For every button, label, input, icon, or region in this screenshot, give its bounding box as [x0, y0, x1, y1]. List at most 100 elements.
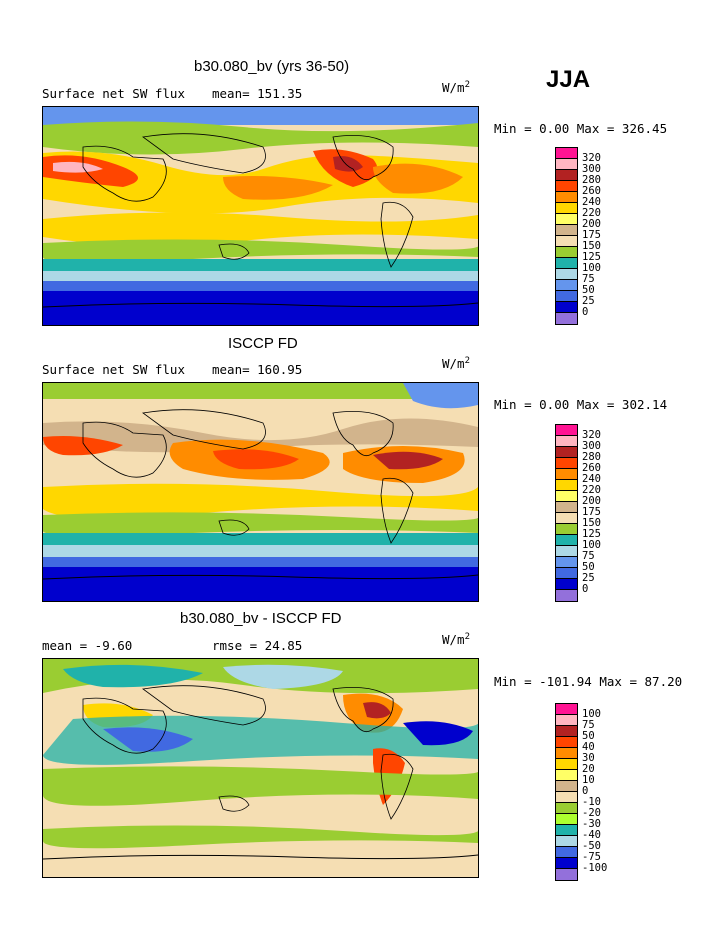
- colorbar-swatch: [556, 814, 577, 825]
- colorbar-tick-label: 75: [582, 719, 595, 731]
- colorbar-swatch: [556, 436, 577, 447]
- colorbar-swatch: [556, 715, 577, 726]
- colorbar-tick-label: 50: [582, 730, 595, 742]
- colorbar-tick-label: -30: [582, 818, 601, 830]
- colorbar-swatch: [556, 170, 577, 181]
- colorbar-tick-label: 300: [582, 440, 601, 452]
- colorbar-swatch: [556, 781, 577, 792]
- panel-1-units: W/m2: [442, 80, 470, 96]
- colorbar-tick-label: 75: [582, 550, 595, 562]
- colorbar-swatch: [556, 480, 577, 491]
- colorbar-tick-label: 0: [582, 306, 589, 318]
- colorbar-swatch: [556, 425, 577, 436]
- colorbar-tick-label: 10: [582, 774, 595, 786]
- colorbar-swatch: [556, 502, 577, 513]
- panel-3-minmax: Min = -101.94 Max = 87.20: [494, 674, 683, 689]
- colorbar-swatch: [556, 792, 577, 803]
- panel-2-minmax: Min = 0.00 Max = 302.14: [494, 397, 668, 412]
- colorbar-swatch: [556, 590, 577, 601]
- colorbar-swatch: [556, 258, 577, 269]
- colorbar-tick-label: 0: [582, 785, 589, 797]
- colorbar-tick-label: 150: [582, 240, 601, 252]
- colorbar-tick-label: 220: [582, 484, 601, 496]
- colorbar-tick-label: 220: [582, 207, 601, 219]
- panel-3-map: [42, 658, 479, 878]
- colorbar-swatch: [556, 302, 577, 313]
- season-label: JJA: [546, 66, 591, 93]
- colorbar-swatch: [556, 458, 577, 469]
- panel-2-contour-field: [43, 383, 478, 601]
- colorbar-swatch: [556, 159, 577, 170]
- colorbar-swatch: [556, 181, 577, 192]
- colorbar-swatch: [556, 858, 577, 869]
- panel-1-contour-field: [43, 107, 478, 325]
- colorbar-swatch: [556, 192, 577, 203]
- colorbar-tick-label: 25: [582, 295, 595, 307]
- panel-2-field-label: Surface net SW flux: [42, 362, 185, 377]
- colorbar-swatch: [556, 803, 577, 814]
- panel-1-mean-label: mean= 151.35: [212, 86, 303, 101]
- colorbar-swatch: [556, 313, 577, 324]
- colorbar-tick-label: 50: [582, 284, 595, 296]
- colorbar-tick-label: 320: [582, 429, 601, 441]
- colorbar-tick-label: 150: [582, 517, 601, 529]
- colorbar-swatch: [556, 513, 577, 524]
- colorbar-tick-label: -10: [582, 796, 601, 808]
- colorbar-tick-label: -50: [582, 840, 601, 852]
- panel-2-mean-label: mean= 160.95: [212, 362, 303, 377]
- colorbar-swatch: [556, 236, 577, 247]
- colorbar-tick-label: 40: [582, 741, 595, 753]
- colorbar-swatch: [556, 546, 577, 557]
- panel-1-colorbar: [555, 147, 578, 325]
- panel-2-colorbar: [555, 424, 578, 602]
- colorbar-swatch: [556, 148, 577, 159]
- colorbar-tick-label: 30: [582, 752, 595, 764]
- panel-3-colorbar: [555, 703, 578, 881]
- colorbar-swatch: [556, 770, 577, 781]
- colorbar-tick-label: 20: [582, 763, 595, 775]
- colorbar-tick-label: 300: [582, 163, 601, 175]
- colorbar-swatch: [556, 491, 577, 502]
- colorbar-swatch: [556, 737, 577, 748]
- colorbar-tick-label: 200: [582, 218, 601, 230]
- colorbar-swatch: [556, 568, 577, 579]
- panel-1-field-label: Surface net SW flux: [42, 86, 185, 101]
- panel-3-mean-label: mean = -9.60: [42, 638, 133, 653]
- colorbar-tick-label: 100: [582, 539, 601, 551]
- colorbar-swatch: [556, 524, 577, 535]
- colorbar-swatch: [556, 447, 577, 458]
- colorbar-swatch: [556, 579, 577, 590]
- colorbar-tick-label: 240: [582, 196, 601, 208]
- colorbar-swatch: [556, 469, 577, 480]
- panel-3-contour-field: [43, 659, 478, 877]
- colorbar-swatch: [556, 557, 577, 568]
- colorbar-tick-label: -20: [582, 807, 601, 819]
- colorbar-tick-label: 175: [582, 506, 601, 518]
- panel-2-units: W/m2: [442, 356, 470, 372]
- colorbar-swatch: [556, 759, 577, 770]
- colorbar-tick-label: -75: [582, 851, 601, 863]
- colorbar-tick-label: 25: [582, 572, 595, 584]
- colorbar-swatch: [556, 225, 577, 236]
- panel-1-title: b30.080_bv (yrs 36-50): [194, 58, 350, 75]
- colorbar-tick-label: 280: [582, 451, 601, 463]
- colorbar-tick-label: 125: [582, 528, 601, 540]
- colorbar-swatch: [556, 825, 577, 836]
- colorbar-tick-label: 0: [582, 583, 589, 595]
- colorbar-swatch: [556, 836, 577, 847]
- panel-1-minmax: Min = 0.00 Max = 326.45: [494, 121, 668, 136]
- colorbar-swatch: [556, 214, 577, 225]
- colorbar-tick-label: 75: [582, 273, 595, 285]
- colorbar-swatch: [556, 280, 577, 291]
- colorbar-tick-label: 240: [582, 473, 601, 485]
- colorbar-tick-label: 200: [582, 495, 601, 507]
- colorbar-swatch: [556, 847, 577, 858]
- colorbar-tick-label: 260: [582, 462, 601, 474]
- colorbar-swatch: [556, 869, 577, 880]
- panel-2-title: ISCCP FD: [228, 335, 298, 352]
- colorbar-swatch: [556, 704, 577, 715]
- colorbar-tick-label: 125: [582, 251, 601, 263]
- panel-3-title: b30.080_bv - ISCCP FD: [180, 610, 342, 627]
- colorbar-swatch: [556, 748, 577, 759]
- colorbar-swatch: [556, 535, 577, 546]
